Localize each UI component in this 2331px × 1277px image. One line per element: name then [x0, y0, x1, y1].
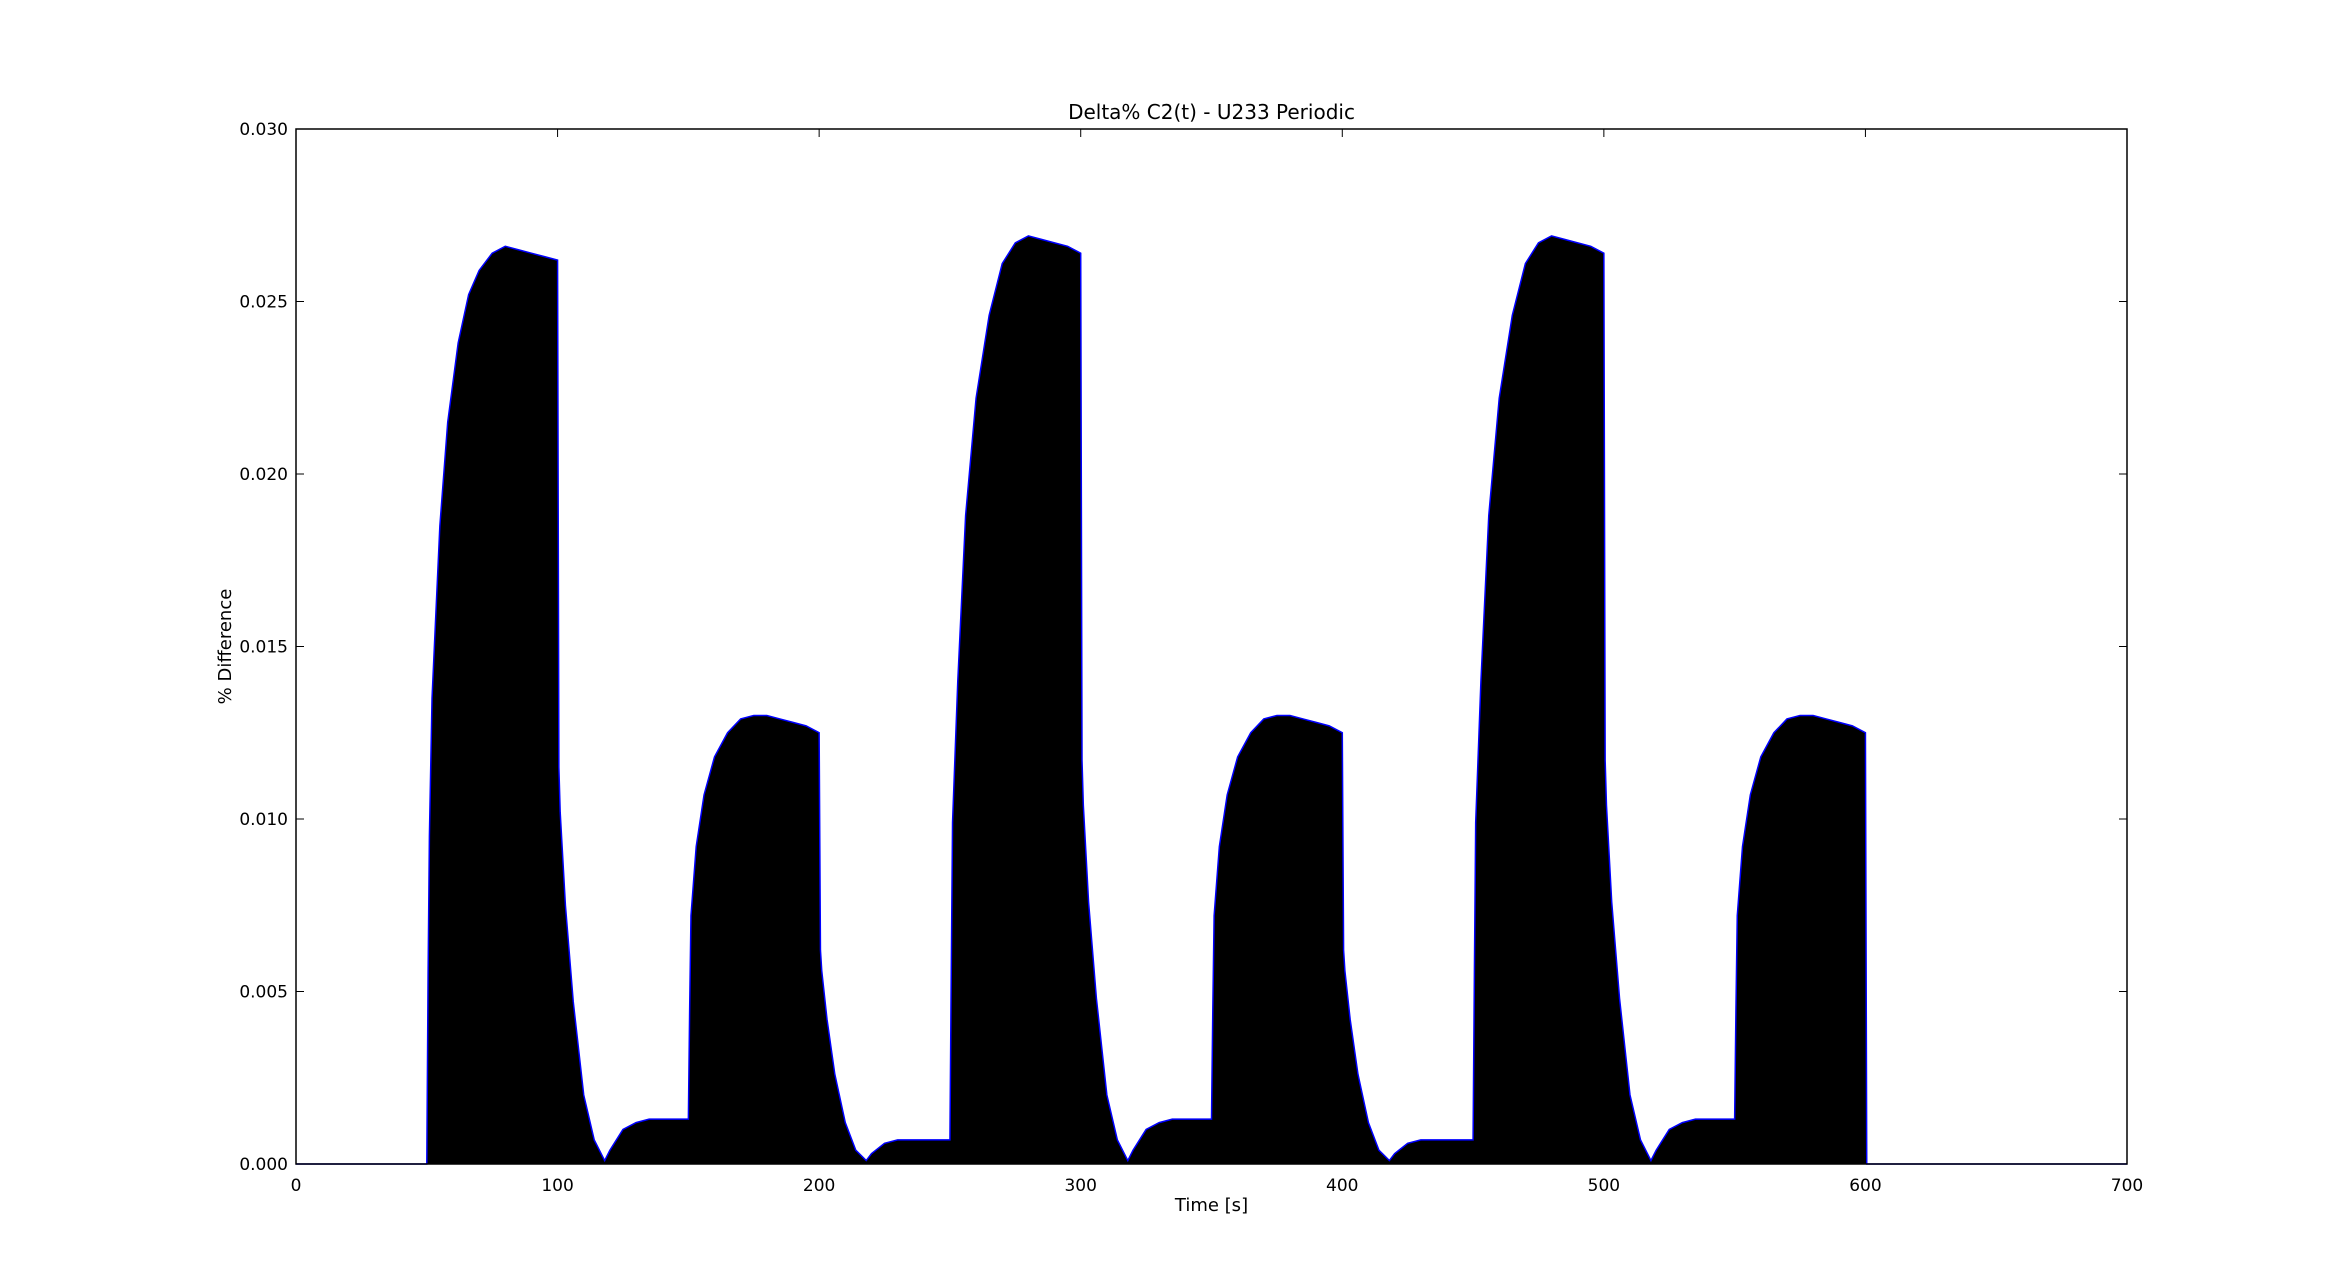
x-tick-label: 400 [1326, 1176, 1358, 1196]
plot-area [296, 235, 2127, 1165]
y-tick-label: 0.005 [239, 983, 288, 1003]
x-axis: 0 100 200 300 400 500 600 700 [291, 129, 2143, 1196]
x-tick-label: 500 [1588, 1176, 1620, 1196]
x-axis-title: Time [s] [1174, 1195, 1248, 1216]
y-tick-label: 0.030 [239, 120, 288, 140]
series-area [296, 235, 2127, 1164]
y-tick-label: 0.025 [239, 293, 288, 313]
series-line [296, 235, 2127, 1165]
y-tick-label: 0.000 [239, 1155, 288, 1175]
x-tick-label: 200 [803, 1176, 835, 1196]
y-tick-label: 0.015 [239, 638, 288, 658]
x-tick-label: 300 [1064, 1176, 1096, 1196]
y-axis-title: % Difference [215, 589, 236, 705]
y-tick-label: 0.010 [239, 810, 288, 830]
y-tick-label: 0.020 [239, 465, 288, 485]
x-tick-label: 100 [541, 1176, 573, 1196]
x-tick-label: 600 [1849, 1176, 1881, 1196]
x-tick-label: 0 [291, 1176, 302, 1196]
chart-title: Delta% C2(t) - U233 Periodic [1068, 100, 1355, 124]
y-axis: 0.000 0.005 0.010 0.015 0.020 0.025 0.030 [239, 120, 2127, 1175]
x-tick-label: 700 [2111, 1176, 2143, 1196]
